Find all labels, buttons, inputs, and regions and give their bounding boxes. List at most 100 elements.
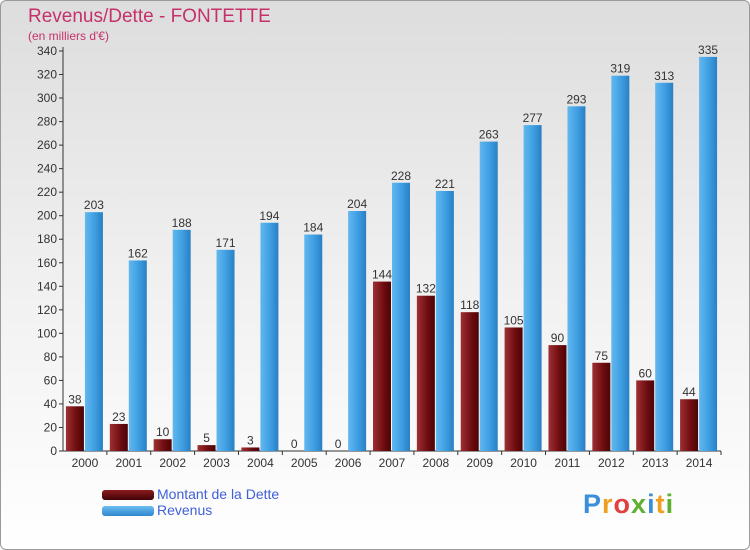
logo-letter: i: [647, 489, 656, 519]
x-tick-label: 2010: [510, 456, 537, 470]
x-tick-label: 2008: [423, 456, 450, 470]
data-label-dette: 144: [372, 268, 392, 282]
y-tick-label: 240: [37, 162, 57, 176]
bar-dette: [241, 447, 260, 451]
x-tick-label: 2001: [115, 456, 142, 470]
data-label-revenus: 194: [259, 209, 279, 223]
data-label-dette: 23: [112, 410, 126, 424]
x-tick-label: 2003: [203, 456, 230, 470]
data-label-dette: 0: [335, 437, 342, 451]
bar-dette: [548, 345, 567, 451]
legend-swatch-dette: [102, 490, 154, 500]
data-label-dette: 5: [203, 431, 210, 445]
y-tick-label: 260: [37, 138, 57, 152]
data-label-revenus: 313: [654, 69, 674, 83]
logo-letter: i: [665, 489, 675, 519]
bar-revenus: [128, 260, 147, 451]
bar-dette: [504, 327, 523, 451]
data-label-dette: 105: [504, 313, 524, 327]
y-tick-label: 120: [37, 303, 57, 317]
data-label-revenus: 319: [610, 62, 630, 76]
bar-revenus: [216, 249, 235, 451]
data-label-revenus: 277: [523, 111, 543, 125]
data-label-dette: 44: [682, 385, 696, 399]
bar-revenus: [304, 234, 323, 451]
logo-letter: o: [613, 489, 632, 519]
logo-letter: r: [602, 489, 614, 519]
data-label-dette: 75: [595, 349, 609, 363]
bar-dette: [636, 380, 655, 451]
x-tick-label: 2000: [72, 456, 99, 470]
y-tick-label: 80: [44, 350, 58, 364]
bar-revenus: [435, 191, 454, 451]
data-label-dette: 90: [551, 331, 565, 345]
bar-dette: [592, 362, 611, 451]
data-label-revenus: 162: [128, 246, 148, 260]
bar-dette: [416, 295, 435, 451]
data-label-revenus: 221: [435, 177, 455, 191]
bar-dette: [109, 423, 128, 451]
bar-revenus: [523, 125, 542, 451]
legend-label-dette: Montant de la Dette: [157, 486, 280, 502]
y-tick-label: 300: [37, 91, 57, 105]
y-tick-label: 200: [37, 209, 57, 223]
data-label-revenus: 171: [216, 236, 236, 250]
data-label-dette: 118: [460, 298, 479, 312]
chart-title: Revenus/Dette - FONTETTE: [28, 6, 271, 27]
bar-revenus: [392, 182, 410, 451]
x-tick-label: 2005: [291, 456, 318, 470]
data-label-dette: 0: [291, 437, 298, 451]
data-label-revenus: 335: [698, 43, 718, 57]
bar-revenus: [567, 106, 586, 451]
y-tick-label: 20: [44, 420, 58, 434]
bar-revenus: [699, 56, 718, 451]
y-tick-label: 320: [37, 68, 57, 82]
bar-dette: [65, 406, 84, 451]
x-tick-label: 2009: [466, 456, 493, 470]
bar-dette: [460, 312, 479, 451]
legend-label-revenus: Revenus: [157, 502, 213, 518]
data-label-revenus: 293: [566, 92, 586, 106]
x-tick-label: 2014: [686, 456, 713, 470]
data-label-dette: 10: [156, 425, 170, 439]
bar-revenus: [84, 212, 103, 451]
logo-letter: t: [655, 489, 666, 519]
bar-dette: [373, 281, 391, 451]
data-label-revenus: 204: [347, 197, 367, 211]
chart-subtitle: (en milliers d'€): [28, 29, 109, 43]
y-tick-label: 100: [37, 326, 57, 340]
x-tick-label: 2002: [159, 456, 186, 470]
legend-swatch-revenus: [102, 506, 154, 516]
logo-letter: x: [631, 489, 648, 519]
bar-revenus: [479, 141, 498, 451]
y-tick-label: 60: [44, 373, 58, 387]
logo-letter: P: [583, 489, 603, 519]
x-tick-label: 2007: [379, 456, 406, 470]
data-label-revenus: 263: [479, 128, 499, 142]
data-label-dette: 132: [416, 282, 436, 296]
bar-dette: [153, 439, 172, 451]
data-label-revenus: 228: [391, 169, 411, 183]
data-label-dette: 38: [68, 392, 82, 406]
proxiti-logo: Proxiti: [583, 489, 674, 520]
data-label-revenus: 184: [303, 221, 323, 235]
x-tick-label: 2004: [247, 456, 274, 470]
bar-revenus: [655, 82, 674, 451]
x-tick-label: 2011: [555, 456, 581, 470]
data-label-revenus: 203: [84, 198, 104, 212]
y-tick-label: 220: [37, 185, 57, 199]
x-tick-label: 2012: [598, 456, 625, 470]
data-label-dette: 60: [639, 366, 653, 380]
x-tick-label: 2006: [335, 456, 362, 470]
bar-dette: [680, 399, 699, 451]
y-tick-label: 160: [37, 256, 57, 270]
y-tick-label: 40: [44, 397, 58, 411]
bar-revenus: [260, 222, 279, 451]
y-tick-label: 180: [37, 232, 57, 246]
x-tick-label: 2013: [642, 456, 669, 470]
y-tick-label: 280: [37, 115, 57, 129]
y-tick-label: 0: [50, 444, 57, 458]
data-label-revenus: 188: [172, 216, 192, 230]
